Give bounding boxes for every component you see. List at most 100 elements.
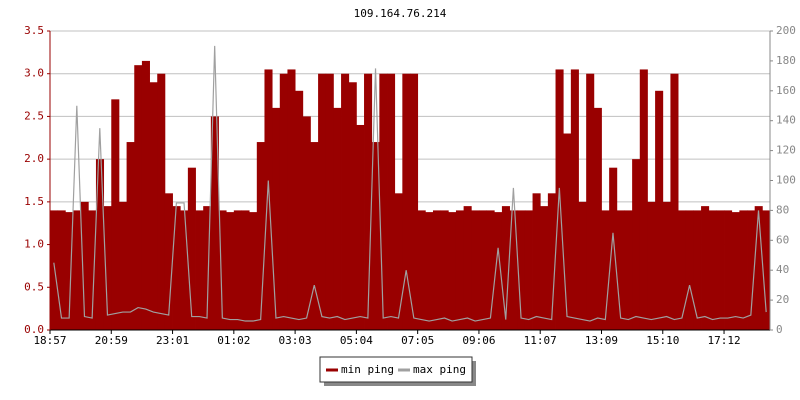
min-ping-bar xyxy=(678,210,687,330)
min-ping-bar xyxy=(333,107,342,330)
min-ping-bar xyxy=(95,159,105,330)
min-ping-bar xyxy=(134,65,143,331)
x-tick-label: 03:03 xyxy=(279,334,312,347)
min-ping-bar xyxy=(180,210,189,330)
x-tick-label: 07:05 xyxy=(401,334,434,347)
min-ping-bar xyxy=(364,73,373,330)
min-ping-bar xyxy=(210,116,219,330)
min-ping-bar xyxy=(662,201,671,330)
min-ping-bar xyxy=(762,210,771,330)
min-ping-bar xyxy=(540,206,549,330)
min-ping-bar xyxy=(72,210,82,330)
min-ping-bar xyxy=(754,206,763,330)
min-ping-bar xyxy=(50,210,59,330)
min-ping-bar xyxy=(410,73,419,330)
min-ping-bar xyxy=(501,206,510,330)
min-ping-bar xyxy=(318,73,327,330)
min-ping-bar xyxy=(586,73,595,330)
y-tick-label: 3.5 xyxy=(24,24,44,37)
y-tick-label: 2.5 xyxy=(24,109,44,122)
x-tick-label: 11:07 xyxy=(524,334,557,347)
x-tick-label: 05:04 xyxy=(340,334,373,347)
min-ping-bar xyxy=(639,69,648,330)
min-ping-bar xyxy=(103,206,112,330)
min-ping-bar xyxy=(187,167,196,330)
min-ping-bar xyxy=(524,210,533,330)
y2-tick-label: 20 xyxy=(776,293,789,306)
min-ping-bar xyxy=(118,201,127,330)
y2-tick-label: 180 xyxy=(776,54,796,67)
min-ping-bar xyxy=(547,193,556,330)
x-tick-label: 20:59 xyxy=(95,334,128,347)
y2-tick-label: 200 xyxy=(776,24,796,37)
min-ping-bar xyxy=(233,210,242,330)
x-tick-label: 15:10 xyxy=(646,334,679,347)
min-ping-bar xyxy=(264,69,273,330)
min-ping-bar xyxy=(701,206,710,330)
max-ping-line xyxy=(53,45,767,322)
min-ping-bar xyxy=(509,210,518,330)
plot-area xyxy=(50,45,771,331)
y2-tick-label: 160 xyxy=(776,84,796,97)
legend: min ping max ping xyxy=(319,356,476,386)
min-ping-bar xyxy=(616,210,625,330)
min-ping-bar xyxy=(463,206,472,330)
min-ping-bar xyxy=(593,107,602,330)
min-ping-bar xyxy=(708,210,717,330)
min-ping-bar xyxy=(256,142,265,330)
min-ping-bar xyxy=(402,73,411,330)
min-ping-bar xyxy=(724,210,733,330)
y2-tick-label: 40 xyxy=(776,263,789,276)
min-ping-bar xyxy=(693,210,702,330)
min-ping-bar xyxy=(387,73,396,330)
y-tick-label: 0.0 xyxy=(24,323,44,336)
min-ping-bar xyxy=(141,60,150,331)
min-ping-bar xyxy=(157,73,166,330)
y2-tick-label: 140 xyxy=(776,114,796,127)
min-ping-bar xyxy=(111,99,120,330)
min-ping-bar xyxy=(241,210,250,330)
min-ping-bar xyxy=(624,210,633,330)
min-ping-bar xyxy=(632,159,641,330)
min-ping-bar xyxy=(425,212,434,330)
min-ping-bar xyxy=(731,212,740,330)
min-ping-bar xyxy=(80,201,89,330)
min-ping-bar xyxy=(394,193,403,330)
min-ping-bar xyxy=(348,82,357,330)
y-tick-label: 2.0 xyxy=(24,152,44,165)
min-ping-bar xyxy=(570,69,579,330)
min-ping-bar xyxy=(448,212,457,330)
y2-tick-label: 120 xyxy=(776,144,796,157)
x-tick-label: 13:09 xyxy=(585,334,618,347)
min-ping-bar xyxy=(670,73,679,330)
min-ping-bar xyxy=(432,210,442,330)
min-ping-bar xyxy=(417,210,426,330)
min-ping-bar xyxy=(279,73,288,330)
min-ping-bar xyxy=(517,210,526,330)
y2-tick-label: 60 xyxy=(776,233,789,246)
min-ping-bar xyxy=(126,142,135,330)
legend-label: min ping xyxy=(341,363,394,376)
min-ping-bar xyxy=(716,210,725,330)
x-tick-label: 18:57 xyxy=(33,334,66,347)
min-ping-bar xyxy=(57,210,66,330)
min-ping-bar xyxy=(440,210,449,330)
chart-title: 109.164.76.214 xyxy=(354,7,447,20)
min-ping-bar xyxy=(287,69,296,330)
min-ping-bar xyxy=(356,124,365,330)
min-ping-bar xyxy=(65,212,74,330)
x-tick-label: 01:02 xyxy=(217,334,250,347)
legend-label: max ping xyxy=(413,363,466,376)
min-ping-bar xyxy=(471,210,480,330)
min-ping-bar xyxy=(272,107,281,330)
x-tick-label: 23:01 xyxy=(156,334,189,347)
x-tick-label: 17:12 xyxy=(707,334,740,347)
min-ping-bar xyxy=(164,193,173,330)
legend-box xyxy=(319,356,473,383)
min-ping-bar xyxy=(532,193,541,330)
min-ping-bar xyxy=(302,116,311,330)
y2-tick-label: 0 xyxy=(776,323,783,336)
min-ping-bar xyxy=(371,142,380,330)
min-ping-bar xyxy=(149,82,158,330)
